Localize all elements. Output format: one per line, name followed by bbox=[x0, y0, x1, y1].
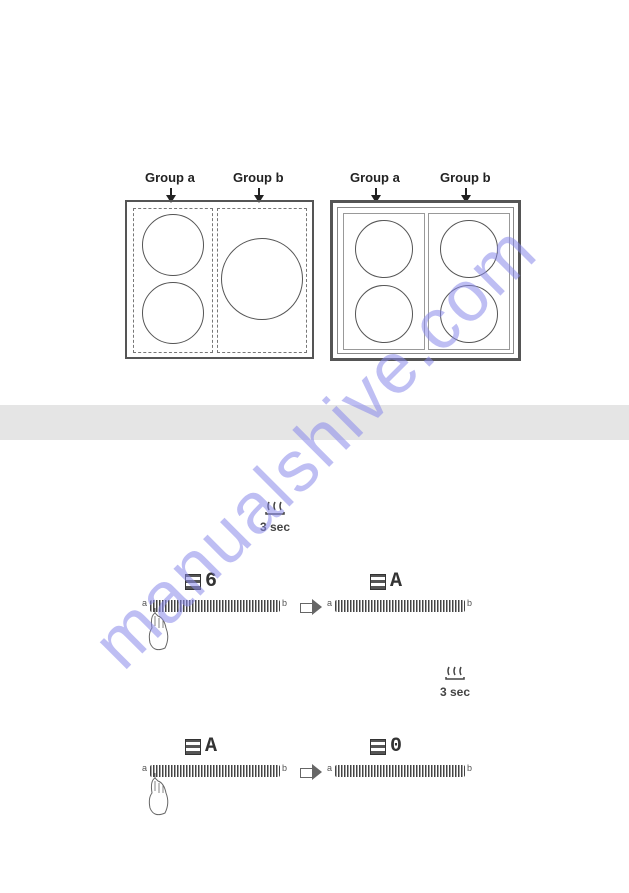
indicator-square-icon bbox=[370, 574, 386, 590]
left-burner-2 bbox=[142, 282, 204, 344]
slider-end-b: b bbox=[282, 763, 287, 773]
left-burner-3 bbox=[221, 238, 303, 320]
right-burner-1 bbox=[355, 220, 413, 278]
indicator-square-icon bbox=[370, 739, 386, 755]
indicator-square-icon bbox=[185, 574, 201, 590]
separator-bar bbox=[0, 405, 629, 440]
slider-end-b: b bbox=[467, 763, 472, 773]
slider-end-a: a bbox=[327, 763, 332, 773]
hand-icon-2 bbox=[140, 773, 180, 823]
arrow-step2 bbox=[300, 765, 322, 779]
left-burner-1 bbox=[142, 214, 204, 276]
label-left-group-b: Group b bbox=[233, 170, 284, 185]
label-right-group-a: Group a bbox=[350, 170, 400, 185]
sec-label-mid: 3 sec bbox=[440, 685, 470, 699]
slider-end-a: a bbox=[327, 598, 332, 608]
steam-icon bbox=[263, 500, 287, 516]
cooktop-right bbox=[330, 200, 521, 361]
sec-label-top: 3 sec bbox=[260, 520, 290, 534]
display-step1-before: 6 bbox=[185, 570, 216, 593]
right-burner-3 bbox=[440, 220, 498, 278]
slider-end-a: a bbox=[142, 763, 147, 773]
display-step1-after: A bbox=[370, 570, 401, 593]
slider-step2-after bbox=[335, 765, 465, 777]
digit-a: A bbox=[390, 570, 401, 593]
indicator-square-icon bbox=[185, 739, 201, 755]
display-step2-before: A bbox=[185, 735, 216, 758]
hand-icon-1 bbox=[140, 608, 180, 658]
label-left-group-a: Group a bbox=[145, 170, 195, 185]
label-right-group-b: Group b bbox=[440, 170, 491, 185]
steam-icon bbox=[443, 665, 467, 681]
cooktop-groups-diagram: Group a Group b Group a Group b bbox=[125, 170, 525, 370]
heat-icon-top: 3 sec bbox=[260, 500, 290, 534]
digit-a2: A bbox=[205, 735, 216, 758]
slider-end-b: b bbox=[282, 598, 287, 608]
heat-icon-mid: 3 sec bbox=[440, 665, 470, 699]
digit-6: 6 bbox=[205, 570, 216, 593]
arrow-step1 bbox=[300, 600, 322, 614]
digit-0: 0 bbox=[390, 735, 401, 758]
right-burner-2 bbox=[355, 285, 413, 343]
right-burner-4 bbox=[440, 285, 498, 343]
control-sequence-diagram: 3 sec 6 A a b a b 3 sec A 0 a bbox=[130, 500, 520, 870]
slider-end-a: a bbox=[142, 598, 147, 608]
slider-end-b: b bbox=[467, 598, 472, 608]
cooktop-left bbox=[125, 200, 314, 359]
slider-step1-after bbox=[335, 600, 465, 612]
display-step2-after: 0 bbox=[370, 735, 401, 758]
